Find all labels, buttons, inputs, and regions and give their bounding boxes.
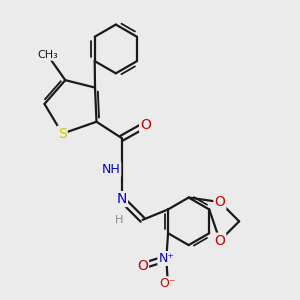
Text: S: S [58, 127, 67, 141]
Text: O⁻: O⁻ [160, 277, 176, 290]
Text: O: O [214, 234, 225, 248]
Text: H: H [115, 215, 123, 225]
Text: O: O [137, 259, 148, 273]
Text: N: N [117, 192, 127, 206]
Text: NH: NH [101, 163, 120, 176]
Text: O: O [140, 118, 151, 132]
Text: O: O [214, 195, 225, 209]
Text: CH₃: CH₃ [37, 50, 58, 60]
Text: N⁺: N⁺ [158, 252, 174, 265]
